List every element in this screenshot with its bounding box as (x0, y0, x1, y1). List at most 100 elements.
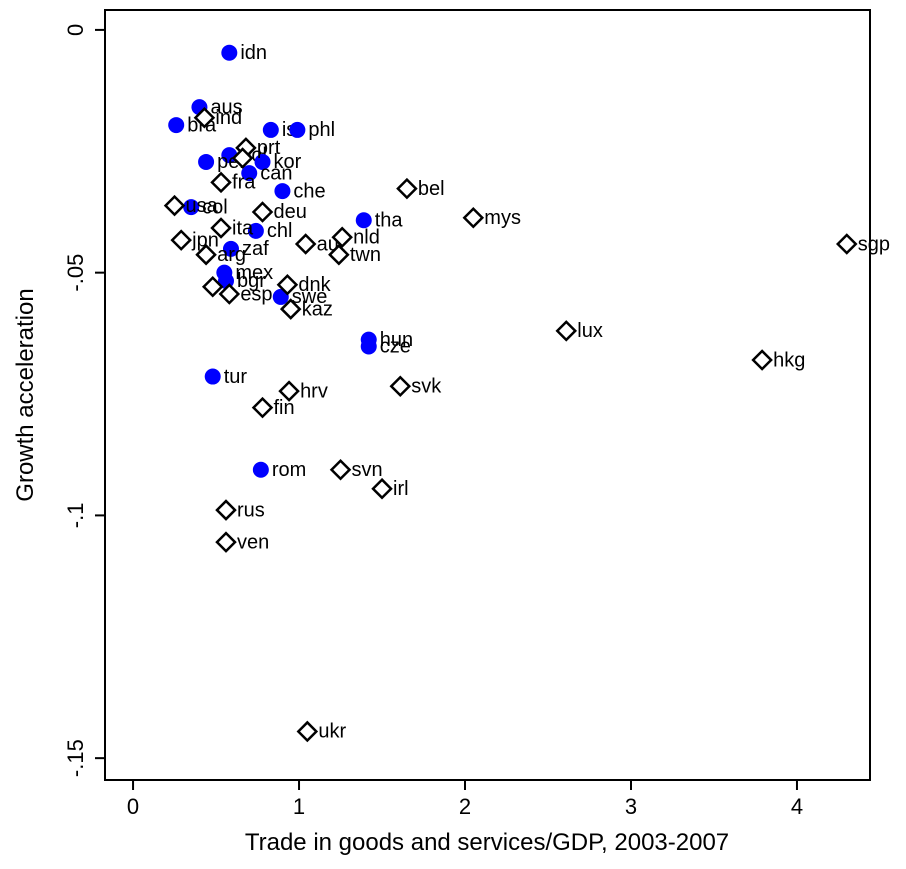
point-label: fin (274, 397, 295, 419)
point (254, 153, 271, 170)
point (168, 117, 185, 134)
point (170, 229, 192, 251)
x-tick-label: 3 (625, 794, 637, 819)
point-label: hun (380, 329, 413, 351)
point (262, 121, 279, 138)
point (163, 194, 186, 217)
point-label: arg (217, 244, 246, 266)
point-label: jpn (191, 229, 219, 251)
point-label: cze (380, 336, 411, 358)
point (329, 458, 352, 481)
y-tick-label: -.15 (63, 739, 88, 777)
point-label: twn (350, 244, 381, 266)
point (210, 217, 232, 239)
point (296, 720, 319, 743)
point-label: ita (232, 217, 254, 239)
point (193, 107, 216, 129)
x-tick-label: 4 (791, 794, 803, 819)
point (198, 153, 215, 170)
point (218, 283, 241, 305)
point-label: chl (267, 220, 293, 242)
point (751, 349, 773, 371)
point (276, 274, 299, 296)
point-label: che (293, 180, 325, 202)
x-axis-title: Trade in goods and services/GDP, 2003-20… (245, 829, 729, 856)
point-label: fra (232, 172, 256, 194)
point (272, 288, 289, 305)
point (555, 320, 578, 342)
point (278, 380, 300, 402)
point (195, 243, 217, 266)
point-label: usa (186, 195, 219, 217)
point-label: can (260, 162, 292, 184)
point (215, 531, 237, 553)
x-tick-label: 2 (459, 794, 471, 819)
point (279, 298, 302, 320)
point-label: irl (393, 478, 409, 500)
point (835, 233, 858, 255)
x-tick-label: 0 (127, 794, 139, 819)
point (231, 147, 254, 169)
point-label: ukr (318, 721, 346, 743)
point (221, 44, 238, 61)
point (222, 240, 239, 257)
point-label: svk (411, 376, 442, 398)
point-label: tha (375, 210, 404, 232)
point-label: zaf (242, 238, 269, 260)
point (251, 201, 274, 223)
point (241, 165, 258, 182)
point-label: mys (484, 207, 521, 229)
x-tick-label: 1 (293, 794, 305, 819)
point-label: ven (237, 531, 269, 553)
point-label: lux (577, 320, 603, 342)
point (183, 199, 200, 216)
point-label: ind (215, 107, 242, 129)
point (201, 275, 224, 298)
point-label: rus (237, 499, 265, 521)
y-tick-label: -.1 (63, 503, 88, 529)
point (360, 338, 377, 355)
point-label: sgp (858, 233, 890, 255)
point-label: phl (308, 119, 335, 141)
point-label: bgr (237, 270, 266, 292)
point (294, 233, 317, 255)
point-label: dnk (298, 274, 331, 296)
point (210, 171, 232, 194)
point-label: kor (274, 151, 302, 173)
point-label: swe (292, 286, 328, 308)
point (289, 121, 306, 138)
point (331, 226, 353, 248)
point-label: svn (352, 459, 383, 481)
point-label: deu (274, 201, 307, 223)
point (252, 461, 269, 478)
point-label: hrv (300, 380, 328, 402)
y-tick-label: 0 (63, 24, 88, 36)
point (274, 183, 291, 200)
point (389, 375, 412, 398)
point (328, 243, 350, 266)
point (462, 207, 485, 229)
point (204, 368, 221, 385)
plot-frame (104, 9, 871, 781)
point-label: idn (240, 42, 267, 64)
y-tick-label: -.05 (63, 254, 88, 292)
point-label: tur (224, 366, 248, 388)
point-label: col (202, 196, 228, 218)
point-label: bel (418, 178, 445, 200)
y-axis-title: Growth acceleration (12, 288, 39, 501)
point-label: nld (353, 226, 380, 248)
point (355, 212, 372, 229)
point-label: mex (235, 262, 273, 284)
point (247, 222, 264, 239)
point-label: aus (210, 96, 242, 118)
point-label: hkg (773, 349, 805, 371)
point (215, 499, 237, 521)
point (371, 477, 393, 500)
point-label: kaz (302, 298, 333, 320)
point-label: rom (272, 459, 306, 481)
point-label: esp (240, 283, 272, 305)
point (251, 396, 274, 419)
point (396, 177, 418, 200)
point-label: prt (257, 137, 281, 159)
